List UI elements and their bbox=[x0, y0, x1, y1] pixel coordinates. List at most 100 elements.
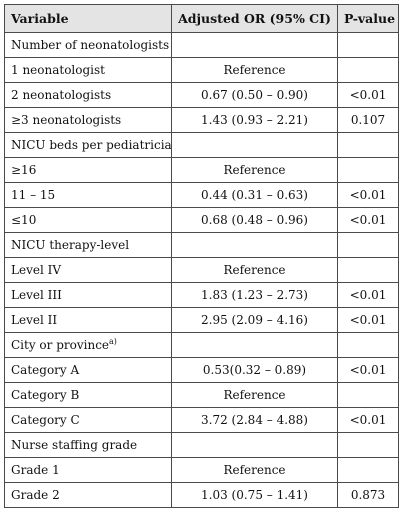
p-value-cell: <0.01 bbox=[337, 182, 399, 208]
table-row: ≤10 0.68 (0.48 – 0.96) <0.01 bbox=[4, 207, 399, 233]
p-value-cell: <0.01 bbox=[337, 282, 399, 308]
variable-cell: NICU therapy-level bbox=[4, 232, 172, 258]
adjusted-or-cell: 1.03 (0.75 – 1.41) bbox=[171, 482, 338, 508]
variable-cell: Category B bbox=[4, 382, 172, 408]
variable-label: 1 neonatologist bbox=[11, 63, 105, 77]
table-body: Number of neonatologists 1 neonatologist R… bbox=[4, 32, 399, 508]
table-row: Grade 1 Reference bbox=[4, 457, 399, 483]
variable-label: Grade 2 bbox=[11, 488, 60, 502]
adjusted-or-cell: 0.53(0.32 – 0.89) bbox=[171, 357, 338, 383]
table-row: ≥3 neonatologists 1.43 (0.93 – 2.21) 0.107 bbox=[4, 107, 399, 133]
table-row: 11 – 15 0.44 (0.31 – 0.63) <0.01 bbox=[4, 182, 399, 208]
odds-ratio-table-container: Variable Adjusted OR (95% CI) P-value Nu… bbox=[4, 4, 399, 508]
variable-cell: Grade 1 bbox=[4, 457, 172, 483]
table-header-row: Variable Adjusted OR (95% CI) P-value bbox=[4, 4, 399, 33]
variable-cell: 1 neonatologist bbox=[4, 57, 172, 83]
table-row: Grade 2 1.03 (0.75 – 1.41) 0.873 bbox=[4, 482, 399, 508]
header-variable: Variable bbox=[4, 4, 172, 33]
variable-label: Category A bbox=[11, 363, 80, 377]
variable-cell: Level IV bbox=[4, 257, 172, 283]
variable-label: NICU beds per pediatrician bbox=[11, 138, 172, 152]
table-row: Level II 2.95 (2.09 – 4.16) <0.01 bbox=[4, 307, 399, 333]
table-row: Number of neonatologists bbox=[4, 32, 399, 58]
variable-cell: Grade 2 bbox=[4, 482, 172, 508]
variable-label: Number of neonatologists bbox=[11, 38, 170, 52]
header-adjusted-or: Adjusted OR (95% CI) bbox=[171, 4, 338, 33]
variable-cell: Number of neonatologists bbox=[4, 32, 172, 58]
variable-cell: Category A bbox=[4, 357, 172, 383]
variable-cell: ≥3 neonatologists bbox=[4, 107, 172, 133]
adjusted-or-cell: 1.83 (1.23 – 2.73) bbox=[171, 282, 338, 308]
p-value-cell bbox=[337, 232, 399, 258]
adjusted-or-cell: Reference bbox=[171, 382, 338, 408]
p-value-cell: 0.873 bbox=[337, 482, 399, 508]
p-value-cell bbox=[337, 257, 399, 283]
variable-label: Level II bbox=[11, 313, 58, 327]
footnote-marker: a) bbox=[109, 337, 117, 346]
adjusted-or-cell bbox=[171, 32, 338, 58]
adjusted-or-cell bbox=[171, 332, 338, 358]
table-row: NICU therapy-level bbox=[4, 232, 399, 258]
variable-cell: City or provincea) bbox=[4, 332, 172, 358]
p-value-cell bbox=[337, 157, 399, 183]
table-row: Level IV Reference bbox=[4, 257, 399, 283]
adjusted-or-cell: 0.68 (0.48 – 0.96) bbox=[171, 207, 338, 233]
p-value-cell bbox=[337, 332, 399, 358]
adjusted-or-cell: 1.43 (0.93 – 2.21) bbox=[171, 107, 338, 133]
header-p-value: P-value bbox=[337, 4, 399, 33]
variable-label: 2 neonatologists bbox=[11, 88, 112, 102]
variable-label: Level IV bbox=[11, 263, 62, 277]
variable-label: ≤10 bbox=[11, 213, 37, 227]
p-value-cell: <0.01 bbox=[337, 357, 399, 383]
variable-label: City or province bbox=[11, 338, 110, 352]
table-row: Category A 0.53(0.32 – 0.89) <0.01 bbox=[4, 357, 399, 383]
adjusted-or-cell: 0.67 (0.50 – 0.90) bbox=[171, 82, 338, 108]
adjusted-or-cell: Reference bbox=[171, 457, 338, 483]
variable-label: ≥3 neonatologists bbox=[11, 113, 122, 127]
variable-cell: Category C bbox=[4, 407, 172, 433]
p-value-cell: 0.107 bbox=[337, 107, 399, 133]
table-row: Category C 3.72 (2.84 – 4.88) <0.01 bbox=[4, 407, 399, 433]
variable-cell: NICU beds per pediatrician bbox=[4, 132, 172, 158]
adjusted-or-cell: 2.95 (2.09 – 4.16) bbox=[171, 307, 338, 333]
p-value-cell: <0.01 bbox=[337, 82, 399, 108]
odds-ratio-table: Variable Adjusted OR (95% CI) P-value Nu… bbox=[4, 4, 399, 508]
variable-label: Grade 1 bbox=[11, 463, 60, 477]
adjusted-or-cell bbox=[171, 432, 338, 458]
variable-cell: 2 neonatologists bbox=[4, 82, 172, 108]
table-row: Level III 1.83 (1.23 – 2.73) <0.01 bbox=[4, 282, 399, 308]
variable-label: Category C bbox=[11, 413, 80, 427]
adjusted-or-cell: Reference bbox=[171, 257, 338, 283]
variable-label: ≥16 bbox=[11, 163, 37, 177]
p-value-cell bbox=[337, 432, 399, 458]
table-row: NICU beds per pediatrician bbox=[4, 132, 399, 158]
table-row: 2 neonatologists 0.67 (0.50 – 0.90) <0.01 bbox=[4, 82, 399, 108]
variable-cell: ≤10 bbox=[4, 207, 172, 233]
variable-cell: 11 – 15 bbox=[4, 182, 172, 208]
adjusted-or-cell: Reference bbox=[171, 157, 338, 183]
p-value-cell: <0.01 bbox=[337, 407, 399, 433]
variable-cell: ≥16 bbox=[4, 157, 172, 183]
p-value-cell bbox=[337, 382, 399, 408]
variable-label: 11 – 15 bbox=[11, 188, 56, 202]
variable-label: NICU therapy-level bbox=[11, 238, 130, 252]
p-value-cell bbox=[337, 57, 399, 83]
table-row: 1 neonatologist Reference bbox=[4, 57, 399, 83]
variable-label: Level III bbox=[11, 288, 62, 302]
variable-cell: Nurse staffing grade bbox=[4, 432, 172, 458]
p-value-cell bbox=[337, 132, 399, 158]
p-value-cell: <0.01 bbox=[337, 207, 399, 233]
table-row: ≥16 Reference bbox=[4, 157, 399, 183]
table-row: Nurse staffing grade bbox=[4, 432, 399, 458]
table-row: City or provincea) bbox=[4, 332, 399, 358]
variable-label: Category B bbox=[11, 388, 80, 402]
variable-cell: Level III bbox=[4, 282, 172, 308]
table-row: Category B Reference bbox=[4, 382, 399, 408]
p-value-cell: <0.01 bbox=[337, 307, 399, 333]
p-value-cell bbox=[337, 457, 399, 483]
adjusted-or-cell: 3.72 (2.84 – 4.88) bbox=[171, 407, 338, 433]
adjusted-or-cell bbox=[171, 232, 338, 258]
p-value-cell bbox=[337, 32, 399, 58]
adjusted-or-cell bbox=[171, 132, 338, 158]
variable-label: Nurse staffing grade bbox=[11, 438, 138, 452]
